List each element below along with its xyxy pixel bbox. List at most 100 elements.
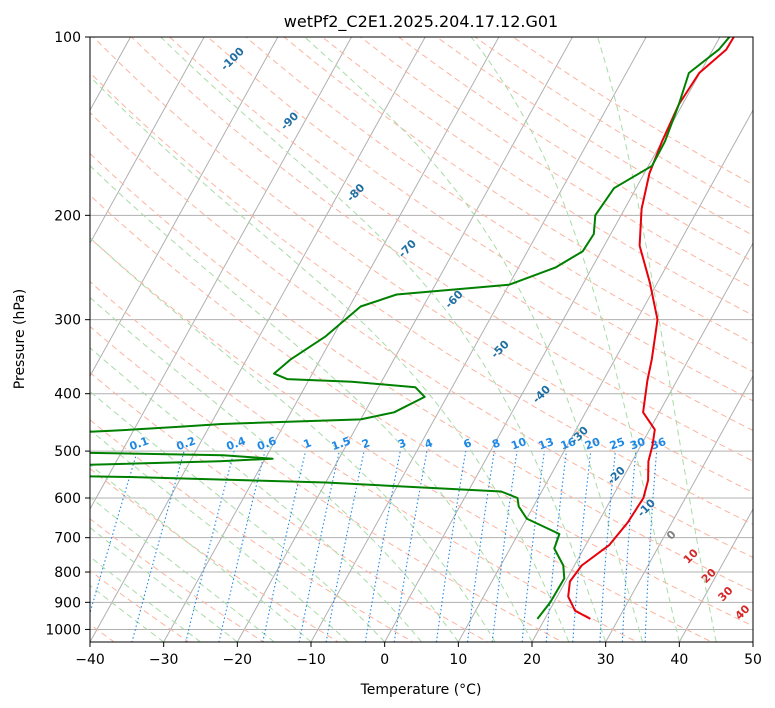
y-tick-label: 800	[54, 565, 81, 581]
moist-adiabat-line	[90, 429, 349, 642]
moist-adiabat-line	[470, 37, 680, 642]
mixing-ratio-line	[393, 451, 428, 642]
x-tick-label: 30	[597, 652, 615, 668]
mixing-ratio-label: 4	[423, 436, 435, 451]
mixing-ratio-label: 25	[608, 435, 627, 452]
isotherm-gridline	[90, 37, 205, 245]
mixing-ratio-line	[131, 450, 185, 642]
dry-adiabat-line	[90, 112, 753, 558]
moist-adiabat-line	[90, 296, 459, 642]
mixing-ratio-line	[90, 450, 138, 616]
mixing-ratio-line	[491, 451, 518, 642]
mixing-ratio-label: 2	[360, 436, 372, 451]
dry-adiabat-line	[90, 419, 414, 642]
mixing-ratio-label: 16	[559, 435, 578, 453]
y-tick-label: 500	[54, 444, 81, 460]
mixing-ratio-label: 10	[509, 435, 528, 453]
mixing-ratio-line	[599, 451, 616, 642]
mixing-ratio-label: 0.1	[128, 434, 151, 453]
dry-adiabat-line	[168, 37, 753, 432]
mixing-ratio-line	[545, 451, 568, 642]
mixing-ratio-label: 30	[628, 435, 647, 453]
y-tick-label: 900	[54, 595, 81, 611]
y-tick-label: 200	[54, 208, 81, 224]
mixing-ratio-line	[572, 451, 592, 642]
temperature-profile-line	[567, 37, 735, 620]
plot-area: 0.1 0.2 0.4 0.6 1 1.5 2 3 4 6 8 10 13 16 20 25 30 36-100-…	[90, 37, 753, 642]
mixing-ratio-label: 0.2	[175, 434, 198, 453]
dry-adiabat-line	[90, 371, 489, 642]
dry-adiabat-line	[90, 237, 713, 642]
y-tick-label: 600	[54, 491, 81, 507]
mixing-ratio-line	[644, 451, 658, 642]
mixing-ratio-label: 8	[490, 436, 502, 451]
y-tick-label: 700	[54, 531, 81, 547]
mixing-ratio-label: 13	[537, 435, 556, 452]
moist-adiabat-line	[90, 165, 533, 642]
isotherm-gridline	[90, 37, 426, 642]
x-tick-label: −20	[223, 652, 253, 668]
mixing-ratio-line	[521, 451, 545, 642]
x-axis-label: Temperature (°C)	[360, 682, 482, 698]
mixing-ratio-line	[435, 451, 467, 642]
axis-ticks: −40 −30 −20 −10 0 10 20 30 40 5010020030040050060…	[45, 30, 762, 668]
isotherm-gridline	[90, 37, 353, 511]
moist-adiabat-line	[597, 37, 717, 642]
isotherm-gridline	[384, 37, 721, 642]
mixing-ratio-line	[325, 450, 365, 642]
x-tick-label: 50	[744, 652, 762, 668]
x-tick-label: 0	[380, 652, 389, 668]
isotherm-gridline	[605, 375, 753, 642]
x-tick-label: 40	[670, 652, 688, 668]
isotherm-gridline	[531, 242, 753, 642]
moist-adiabat-line	[90, 347, 422, 642]
mixing-ratio-line	[262, 450, 307, 642]
dry-adiabat-line	[90, 194, 753, 627]
y-tick-label: 400	[54, 387, 81, 403]
x-tick-label: −30	[149, 652, 179, 668]
moist-adiabat-line	[90, 464, 312, 642]
moist-adiabat-line	[160, 37, 607, 642]
isotherm-gridline	[310, 37, 647, 642]
isotherm-gridline	[236, 37, 574, 642]
x-tick-label: 10	[449, 652, 467, 668]
isotherm-gridline	[457, 109, 753, 642]
mixing-ratio-label: 1	[302, 436, 314, 451]
dry-adiabat-line	[359, 37, 753, 289]
mixing-ratio-line	[185, 450, 235, 642]
dry-adiabat-line	[90, 467, 340, 642]
moist-adiabat-line	[304, 37, 643, 642]
x-tick-label: −10	[296, 652, 326, 668]
chart-title: wetPf2_C2E1.2025.204.17.12.G01	[284, 12, 558, 32]
y-tick-label: 1000	[45, 622, 81, 638]
mixing-ratio-label: 1.5	[330, 434, 353, 453]
mixing-ratio-line	[621, 451, 637, 642]
mixing-ratio-label: 6	[462, 436, 474, 451]
dry-adiabat-line	[90, 325, 564, 642]
mixing-ratio-label: 0.6	[255, 434, 278, 453]
dewpoint-profile-line	[90, 37, 731, 620]
mixing-ratio-line	[364, 450, 401, 642]
dry-adiabat-line	[283, 37, 753, 344]
mixing-ratio-label: 3	[396, 436, 408, 451]
plot-frame	[89, 36, 754, 643]
moist-adiabat-line	[90, 390, 386, 642]
isotherm-gridline	[90, 37, 279, 378]
dry-adiabat-line	[90, 569, 190, 642]
y-tick-label: 100	[54, 30, 81, 46]
dry-adiabat-line	[90, 152, 753, 592]
x-tick-label: −40	[75, 652, 105, 668]
mixing-ratio-label: 0.4	[225, 434, 248, 453]
y-tick-label: 300	[54, 313, 81, 329]
mixing-ratio-line	[218, 450, 266, 642]
mixing-ratio-line	[298, 450, 340, 642]
mixing-ratio-label: 20	[583, 435, 602, 453]
isotherm-gridline	[163, 37, 500, 642]
mixing-ratio-line	[466, 451, 495, 642]
dry-adiabat-line	[90, 71, 753, 526]
x-tick-label: 20	[523, 652, 541, 668]
y-axis-label: Pressure (hPa)	[12, 289, 28, 389]
moist-adiabat-line	[90, 237, 496, 642]
